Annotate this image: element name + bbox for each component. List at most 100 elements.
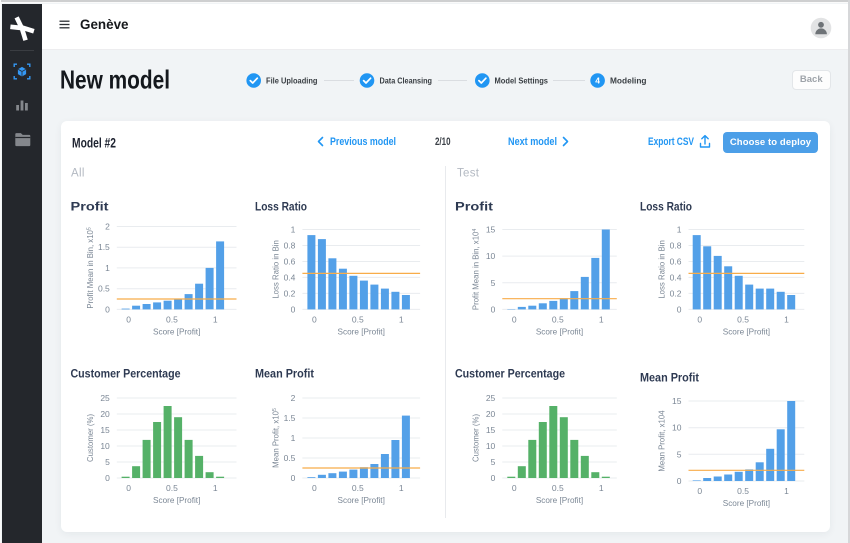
svg-text:10: 10 <box>486 441 496 451</box>
svg-text:1: 1 <box>399 483 404 493</box>
svg-text:0: 0 <box>105 304 110 314</box>
svg-text:Score [Profit]: Score [Profit] <box>723 328 770 337</box>
svg-text:Loss Ratio in Bin: Loss Ratio in Bin <box>271 240 280 299</box>
svg-text:2: 2 <box>291 393 296 403</box>
svg-text:0.5: 0.5 <box>98 284 110 294</box>
svg-text:Mean Profit, x105: Mean Profit, x105 <box>271 408 280 468</box>
svg-text:5: 5 <box>491 457 496 467</box>
svg-text:2/10: 2/10 <box>435 136 451 148</box>
svg-text:0.4: 0.4 <box>670 272 682 282</box>
svg-text:1: 1 <box>213 483 218 493</box>
svg-text:Customer Percentage: Customer Percentage <box>455 367 565 381</box>
svg-text:Export CSV: Export CSV <box>648 136 695 148</box>
svg-text:0.5: 0.5 <box>737 486 749 496</box>
svg-text:Profit Mean in Bin, x104: Profit Mean in Bin, x104 <box>471 229 480 310</box>
svg-text:0: 0 <box>126 315 131 325</box>
svg-text:0: 0 <box>677 476 682 486</box>
svg-text:Data Cleansing: Data Cleansing <box>380 76 433 86</box>
svg-text:0.2: 0.2 <box>670 288 682 298</box>
svg-text:0: 0 <box>291 304 296 314</box>
svg-text:0: 0 <box>491 304 496 314</box>
svg-text:Score [Profit]: Score [Profit] <box>338 328 385 337</box>
svg-text:4: 4 <box>595 76 600 86</box>
svg-text:1: 1 <box>291 433 296 443</box>
svg-text:Profit Mean in Bin, x105: Profit Mean in Bin, x105 <box>86 227 95 308</box>
svg-text:Model #2: Model #2 <box>72 136 116 151</box>
svg-text:Score [Profit]: Score [Profit] <box>338 496 385 505</box>
svg-text:20: 20 <box>100 409 110 419</box>
svg-text:Genève: Genève <box>80 15 129 31</box>
svg-text:Loss Ratio: Loss Ratio <box>640 200 692 214</box>
svg-text:0.5: 0.5 <box>166 483 178 493</box>
svg-text:20: 20 <box>486 409 496 419</box>
svg-text:1: 1 <box>599 483 604 493</box>
svg-text:2: 2 <box>105 222 110 232</box>
svg-text:0: 0 <box>512 315 517 325</box>
svg-text:0.8: 0.8 <box>284 241 296 251</box>
svg-text:0.5: 0.5 <box>284 453 296 463</box>
svg-text:Profit: Profit <box>455 200 493 214</box>
svg-text:1: 1 <box>105 263 110 273</box>
svg-text:Score [Profit]: Score [Profit] <box>153 496 200 505</box>
svg-text:Loss Ratio: Loss Ratio <box>255 200 307 214</box>
svg-text:Score [Profit]: Score [Profit] <box>723 499 770 508</box>
svg-text:Previous model: Previous model <box>330 136 396 148</box>
svg-text:0.8: 0.8 <box>670 241 682 251</box>
svg-text:25: 25 <box>100 393 110 403</box>
svg-text:0.6: 0.6 <box>670 257 682 267</box>
svg-text:Test: Test <box>457 168 480 180</box>
svg-text:0.5: 0.5 <box>552 483 564 493</box>
svg-text:Loss Ratio in Bin: Loss Ratio in Bin <box>658 240 667 299</box>
svg-text:0: 0 <box>697 315 702 325</box>
svg-text:0: 0 <box>491 473 496 483</box>
svg-text:15: 15 <box>486 425 496 435</box>
svg-text:1.5: 1.5 <box>98 242 110 252</box>
svg-text:0: 0 <box>697 486 702 496</box>
svg-text:Mean Profit: Mean Profit <box>255 367 314 381</box>
svg-text:1: 1 <box>399 315 404 325</box>
svg-text:0: 0 <box>677 304 682 314</box>
svg-text:Customer (%): Customer (%) <box>86 414 95 462</box>
svg-text:15: 15 <box>100 425 110 435</box>
svg-text:0.6: 0.6 <box>284 257 296 267</box>
svg-text:15: 15 <box>672 396 682 406</box>
svg-text:1: 1 <box>291 225 296 235</box>
svg-text:Modeling: Modeling <box>610 76 647 86</box>
svg-text:Mean Profit, x104: Mean Profit, x104 <box>658 410 667 472</box>
svg-text:1: 1 <box>677 225 682 235</box>
svg-text:5: 5 <box>105 457 110 467</box>
svg-text:0.5: 0.5 <box>737 315 749 325</box>
svg-text:1: 1 <box>213 315 218 325</box>
svg-text:5: 5 <box>491 278 496 288</box>
svg-text:File Uploading: File Uploading <box>266 76 318 86</box>
svg-text:0: 0 <box>312 315 317 325</box>
svg-text:Score [Profit]: Score [Profit] <box>153 328 200 337</box>
svg-text:0.5: 0.5 <box>166 315 178 325</box>
svg-text:0: 0 <box>291 473 296 483</box>
svg-text:0.5: 0.5 <box>352 315 364 325</box>
svg-text:Profit: Profit <box>71 200 109 214</box>
svg-text:10: 10 <box>672 423 682 433</box>
svg-text:0.5: 0.5 <box>352 483 364 493</box>
svg-text:15: 15 <box>486 225 496 235</box>
svg-text:New model: New model <box>60 65 170 95</box>
svg-text:Next model: Next model <box>508 136 557 148</box>
svg-text:0: 0 <box>126 483 131 493</box>
svg-text:1: 1 <box>599 315 604 325</box>
svg-text:10: 10 <box>100 441 110 451</box>
svg-text:Model Settings: Model Settings <box>495 76 549 86</box>
svg-text:0: 0 <box>105 473 110 483</box>
svg-text:0.2: 0.2 <box>284 288 296 298</box>
svg-text:Score [Profit]: Score [Profit] <box>536 496 583 505</box>
svg-text:Customer (%): Customer (%) <box>471 414 480 462</box>
svg-text:0: 0 <box>312 483 317 493</box>
svg-text:1: 1 <box>784 486 789 496</box>
svg-text:25: 25 <box>486 393 496 403</box>
svg-text:1.5: 1.5 <box>284 413 296 423</box>
svg-text:0.5: 0.5 <box>552 315 564 325</box>
svg-text:Mean Profit: Mean Profit <box>640 371 699 385</box>
svg-text:0: 0 <box>512 483 517 493</box>
svg-text:Score [Profit]: Score [Profit] <box>536 328 583 337</box>
svg-text:1: 1 <box>784 315 789 325</box>
svg-text:All: All <box>71 168 85 180</box>
